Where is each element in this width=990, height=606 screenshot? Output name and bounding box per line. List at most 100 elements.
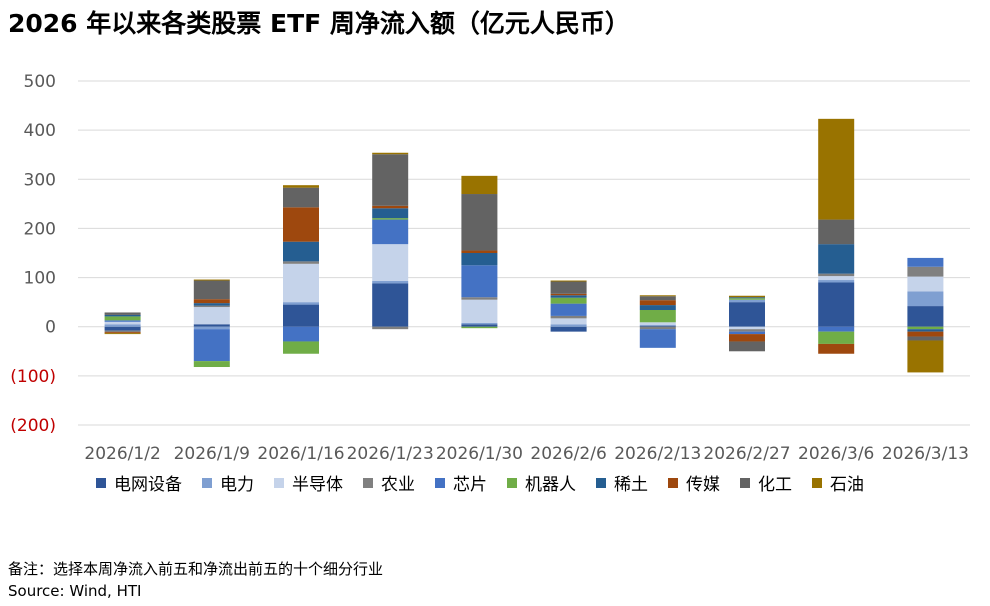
legend-label: 化工 — [758, 475, 792, 495]
bar-segment — [818, 280, 855, 283]
bar-segment — [193, 303, 230, 306]
x-tick-label: 2026/2/13 — [614, 444, 701, 464]
y-tick-label: 0 — [45, 318, 56, 338]
bar-segment — [639, 296, 676, 301]
bar-segment — [550, 297, 587, 304]
bar-segment — [639, 325, 676, 327]
bar-segment — [283, 263, 319, 303]
bar-segment — [907, 266, 944, 277]
bar-segment — [550, 280, 587, 282]
bar-segment — [193, 307, 230, 325]
bar-segment — [729, 331, 765, 335]
bar-segment — [104, 314, 141, 317]
bar-segment — [461, 299, 498, 323]
legend-swatch — [363, 477, 373, 488]
bar-segment — [907, 340, 944, 373]
bar-segment — [461, 326, 498, 329]
bar-segment — [372, 283, 409, 327]
bar-segment — [639, 310, 676, 323]
bar-segment — [729, 298, 765, 300]
bar-segment — [283, 326, 319, 342]
chart-legend: 电网设备 电力 半导体 农业 芯片 机器人 稀土 传媒 化工 石油 — [96, 470, 884, 495]
bar-segment — [729, 329, 765, 332]
legend-swatch — [202, 477, 212, 488]
bar-segment — [193, 279, 230, 281]
bar-segment — [104, 320, 141, 322]
bar-segment — [283, 187, 319, 208]
legend-swatch — [596, 477, 606, 488]
legend-item: 化工 — [740, 470, 792, 495]
bar-segment — [729, 302, 765, 327]
x-tick-label: 2026/1/23 — [347, 444, 434, 464]
legend-item: 电力 — [202, 470, 254, 495]
bar-segment — [104, 330, 141, 333]
bar-segment — [907, 257, 944, 267]
bar-segment — [550, 303, 587, 316]
bar-segment — [550, 326, 587, 332]
legend-label: 农业 — [381, 475, 415, 495]
bar-segment — [104, 321, 141, 325]
bar-segment — [818, 343, 855, 354]
bar-segment — [193, 329, 230, 362]
bar-segment — [550, 324, 587, 327]
x-tick-label: 2026/1/2 — [84, 444, 160, 464]
bar-segment — [372, 281, 409, 284]
bar-segment — [818, 219, 855, 245]
bar-segment — [461, 322, 498, 325]
bar-segment — [372, 208, 409, 219]
chart-title: 2026 年以来各类股票 ETF 周净流入额（亿元人民币） — [8, 9, 630, 38]
bar-segment — [550, 295, 587, 298]
bar-segment — [193, 326, 230, 330]
bar-segment — [818, 331, 855, 344]
x-tick-label: 2026/2/27 — [703, 444, 790, 464]
bar-segment — [639, 324, 676, 326]
bar-segment — [193, 299, 230, 304]
bar-segment — [907, 326, 944, 330]
bar-segment — [283, 341, 319, 354]
x-tick-label: 2026/1/9 — [174, 444, 250, 464]
legend-item: 稀土 — [596, 470, 648, 495]
legend-swatch — [96, 477, 106, 488]
legend-swatch — [435, 477, 445, 488]
bar-segment — [818, 276, 855, 281]
bar-segment — [818, 273, 855, 277]
y-tick-label: 400 — [24, 121, 56, 141]
legend-label: 传媒 — [686, 475, 720, 495]
legend-label: 电力 — [220, 475, 254, 495]
bar-segment — [283, 304, 319, 327]
y-tick-label: 100 — [24, 269, 56, 289]
legend-swatch — [507, 477, 517, 488]
legend-label: 稀土 — [614, 475, 648, 495]
x-tick-label: 2026/3/6 — [798, 444, 874, 464]
bar-segment — [283, 207, 319, 242]
bar-segment — [461, 194, 498, 251]
bar-segment — [818, 118, 855, 220]
bar-segment — [193, 280, 230, 300]
legend-label: 石油 — [830, 475, 864, 495]
bar-segment — [639, 322, 676, 325]
y-tick-label: (100) — [10, 367, 56, 387]
bar-segment — [372, 205, 409, 209]
y-tick-label: 200 — [24, 219, 56, 239]
chart-note: 备注：选择本周净流入前五和净流出前五的十个细分行业 — [8, 560, 384, 578]
bar-segment — [550, 281, 587, 294]
stacked-bar-chart: 500 400 300 200 100 0 (100) (200) 2026/1/2 2026/1… — [10, 72, 970, 464]
y-tick-label: 300 — [24, 170, 56, 190]
bar-segment — [283, 241, 319, 262]
bar-segment — [907, 306, 944, 327]
bar-segment — [550, 318, 587, 325]
bar-segment — [818, 326, 855, 332]
bar-segment — [104, 316, 141, 321]
bar-segment — [729, 334, 765, 342]
bar-segment — [193, 305, 230, 308]
bar-segment — [639, 295, 676, 297]
bar-segment — [283, 185, 319, 188]
bar-segment — [729, 297, 765, 299]
bar-segment — [372, 218, 409, 220]
legend-item: 电网设备 — [96, 470, 182, 495]
x-tick-label: 2026/2/6 — [530, 444, 606, 464]
bar-segment — [729, 295, 765, 298]
bar-segment — [193, 361, 230, 368]
bar-segment — [104, 324, 141, 327]
bar-segment — [372, 154, 409, 206]
